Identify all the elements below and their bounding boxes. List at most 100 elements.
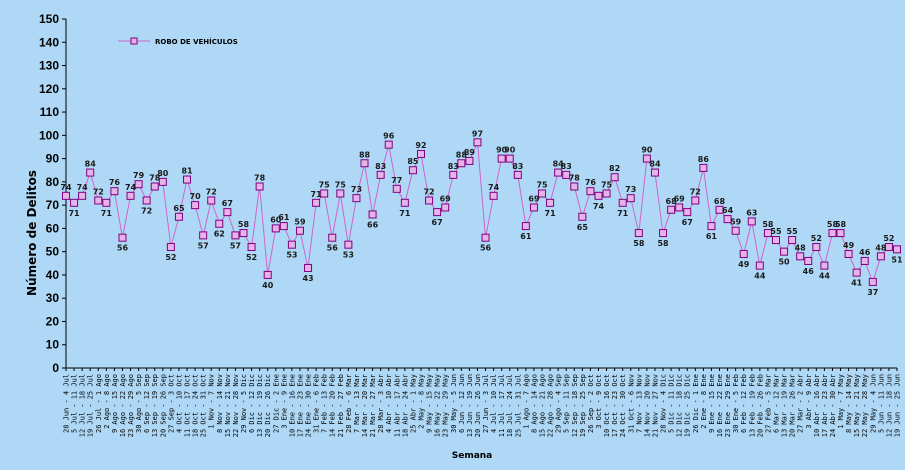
y-tick-label: 120 [39,82,59,96]
data-label: 71 [101,209,113,218]
data-point-marker [675,203,684,212]
data-labels-group: 7471748472717656747972788052658170577262… [60,129,903,297]
data-label: 64 [722,206,734,215]
x-tick-label: 31 Oct - 6 Nov [627,374,635,433]
data-point-marker [771,236,780,245]
x-tick-label: 5 Jul - 11 Jul [71,374,79,433]
data-point-marker [780,247,789,256]
data-point-marker [465,156,474,165]
y-tick-label: 130 [39,59,59,73]
x-tick-label: 2 Ene - 8 Ene [700,374,708,429]
x-tick-label: 9 May - 15 May [426,374,434,433]
x-tick-label: 28 Feb - 6 Mar [345,374,353,433]
x-tick-label: 22 Nov - 28 Nov [232,374,240,437]
data-point-marker [457,159,466,168]
data-point-marker [521,222,530,231]
x-tick-label: 12 Jun - 18 Jun [885,374,893,437]
data-label: 71 [311,190,323,199]
data-label: 83 [448,162,459,171]
x-tick-label: 1 May - 7 May [837,374,845,429]
data-point-marker [489,191,498,200]
data-label: 65 [173,204,185,213]
data-point-marker [118,233,127,242]
x-tick-label: 21 Feb - 27 Feb [337,374,345,437]
data-point-marker [497,154,506,163]
data-label: 72 [93,187,104,196]
data-label: 71 [545,209,557,218]
data-point-marker [755,261,764,270]
x-tick-label: 29 May - 4 Jun [869,374,877,433]
data-label: 46 [859,248,871,257]
data-label: 83 [561,162,572,171]
x-tick-label: 25 Jul - 31 Jul [514,374,522,437]
data-label: 53 [286,251,297,260]
data-point-marker [183,175,192,184]
series-line [65,142,898,284]
data-point-marker [134,180,143,189]
data-label: 67 [682,218,693,227]
data-label: 43 [302,274,313,283]
data-point-marker [884,243,893,252]
x-tick-label: 3 Ene - 9 Ene [280,374,288,429]
data-point-marker [538,189,547,198]
x-tick-label: 20 Dic - 26 Dic [264,374,272,437]
legend-label: ROBO DE VEHÍCULOS [155,37,238,46]
data-point-marker [199,231,208,240]
data-point-marker [368,210,377,219]
data-label: 40 [262,281,274,290]
data-label: 58 [827,220,839,229]
data-label: 37 [867,288,878,297]
x-tick-label: 30 May - 5 Jun [450,374,458,433]
data-point-marker [312,198,321,207]
x-tick-label: 4 Abr - 10 Abr [385,374,393,433]
x-tick-label: 1 Nov - 7 Nov [208,374,216,429]
data-point-marker [610,173,619,182]
data-point-marker [852,268,861,277]
data-label: 52 [883,234,894,243]
data-point-marker [150,182,159,191]
data-point-marker [62,191,70,200]
y-tick-label: 30 [46,291,60,305]
x-tick-label: 20 Sep - 26 Sep [159,374,167,437]
data-point-marker [481,233,490,242]
x-tick-label: 11 Jul - 17 Jul [498,374,506,437]
data-point-marker [683,208,692,217]
x-tick-label: 31 Ene - 6 Feb [313,374,321,433]
data-label: 52 [811,234,822,243]
x-tick-label: 24 Oct - 30 Oct [619,374,627,437]
data-label: 50 [778,258,790,267]
data-label: 90 [641,146,653,155]
data-label: 97 [472,129,483,138]
data-label: 56 [480,244,492,253]
data-point-marker [836,229,845,238]
data-point-marker [158,177,167,186]
data-point-marker [634,229,643,238]
x-tick-label: 7 Nov - 13 Nov [635,374,643,433]
data-label: 55 [787,227,799,236]
x-tick-label: 14 Nov - 20 Nov [643,374,651,437]
data-point-marker [126,191,135,200]
data-label: 53 [343,251,354,260]
data-label: 78 [254,174,266,183]
data-point-marker [166,243,175,252]
x-tick-label: 4 Jul - 10 Jul [490,374,498,433]
legend-marker-swatch [130,37,138,45]
data-label: 75 [601,181,613,190]
x-tick-label: 19 Jul - 25 Jul [87,374,95,437]
x-tick-label: 24 Abr - 30 Abr [829,374,837,437]
data-point-marker [788,236,797,245]
data-label: 52 [165,253,176,262]
data-label: 58 [762,220,774,229]
x-tick-label: 10 Ene - 16 Ene [288,374,296,437]
data-point-marker [505,154,514,163]
data-point-marker [763,229,772,238]
data-label: 68 [666,197,678,206]
data-label: 58 [657,239,669,248]
x-tick-label: 25 Oct - 31 Oct [200,374,208,437]
x-tick-label: 14 Mar - 20 Mar [361,374,369,437]
data-point-marker [804,256,813,265]
y-tick-label: 40 [46,268,60,282]
y-tick-label: 60 [46,221,60,235]
x-tick-label: 5 Sep - 11 Sep [563,374,571,433]
